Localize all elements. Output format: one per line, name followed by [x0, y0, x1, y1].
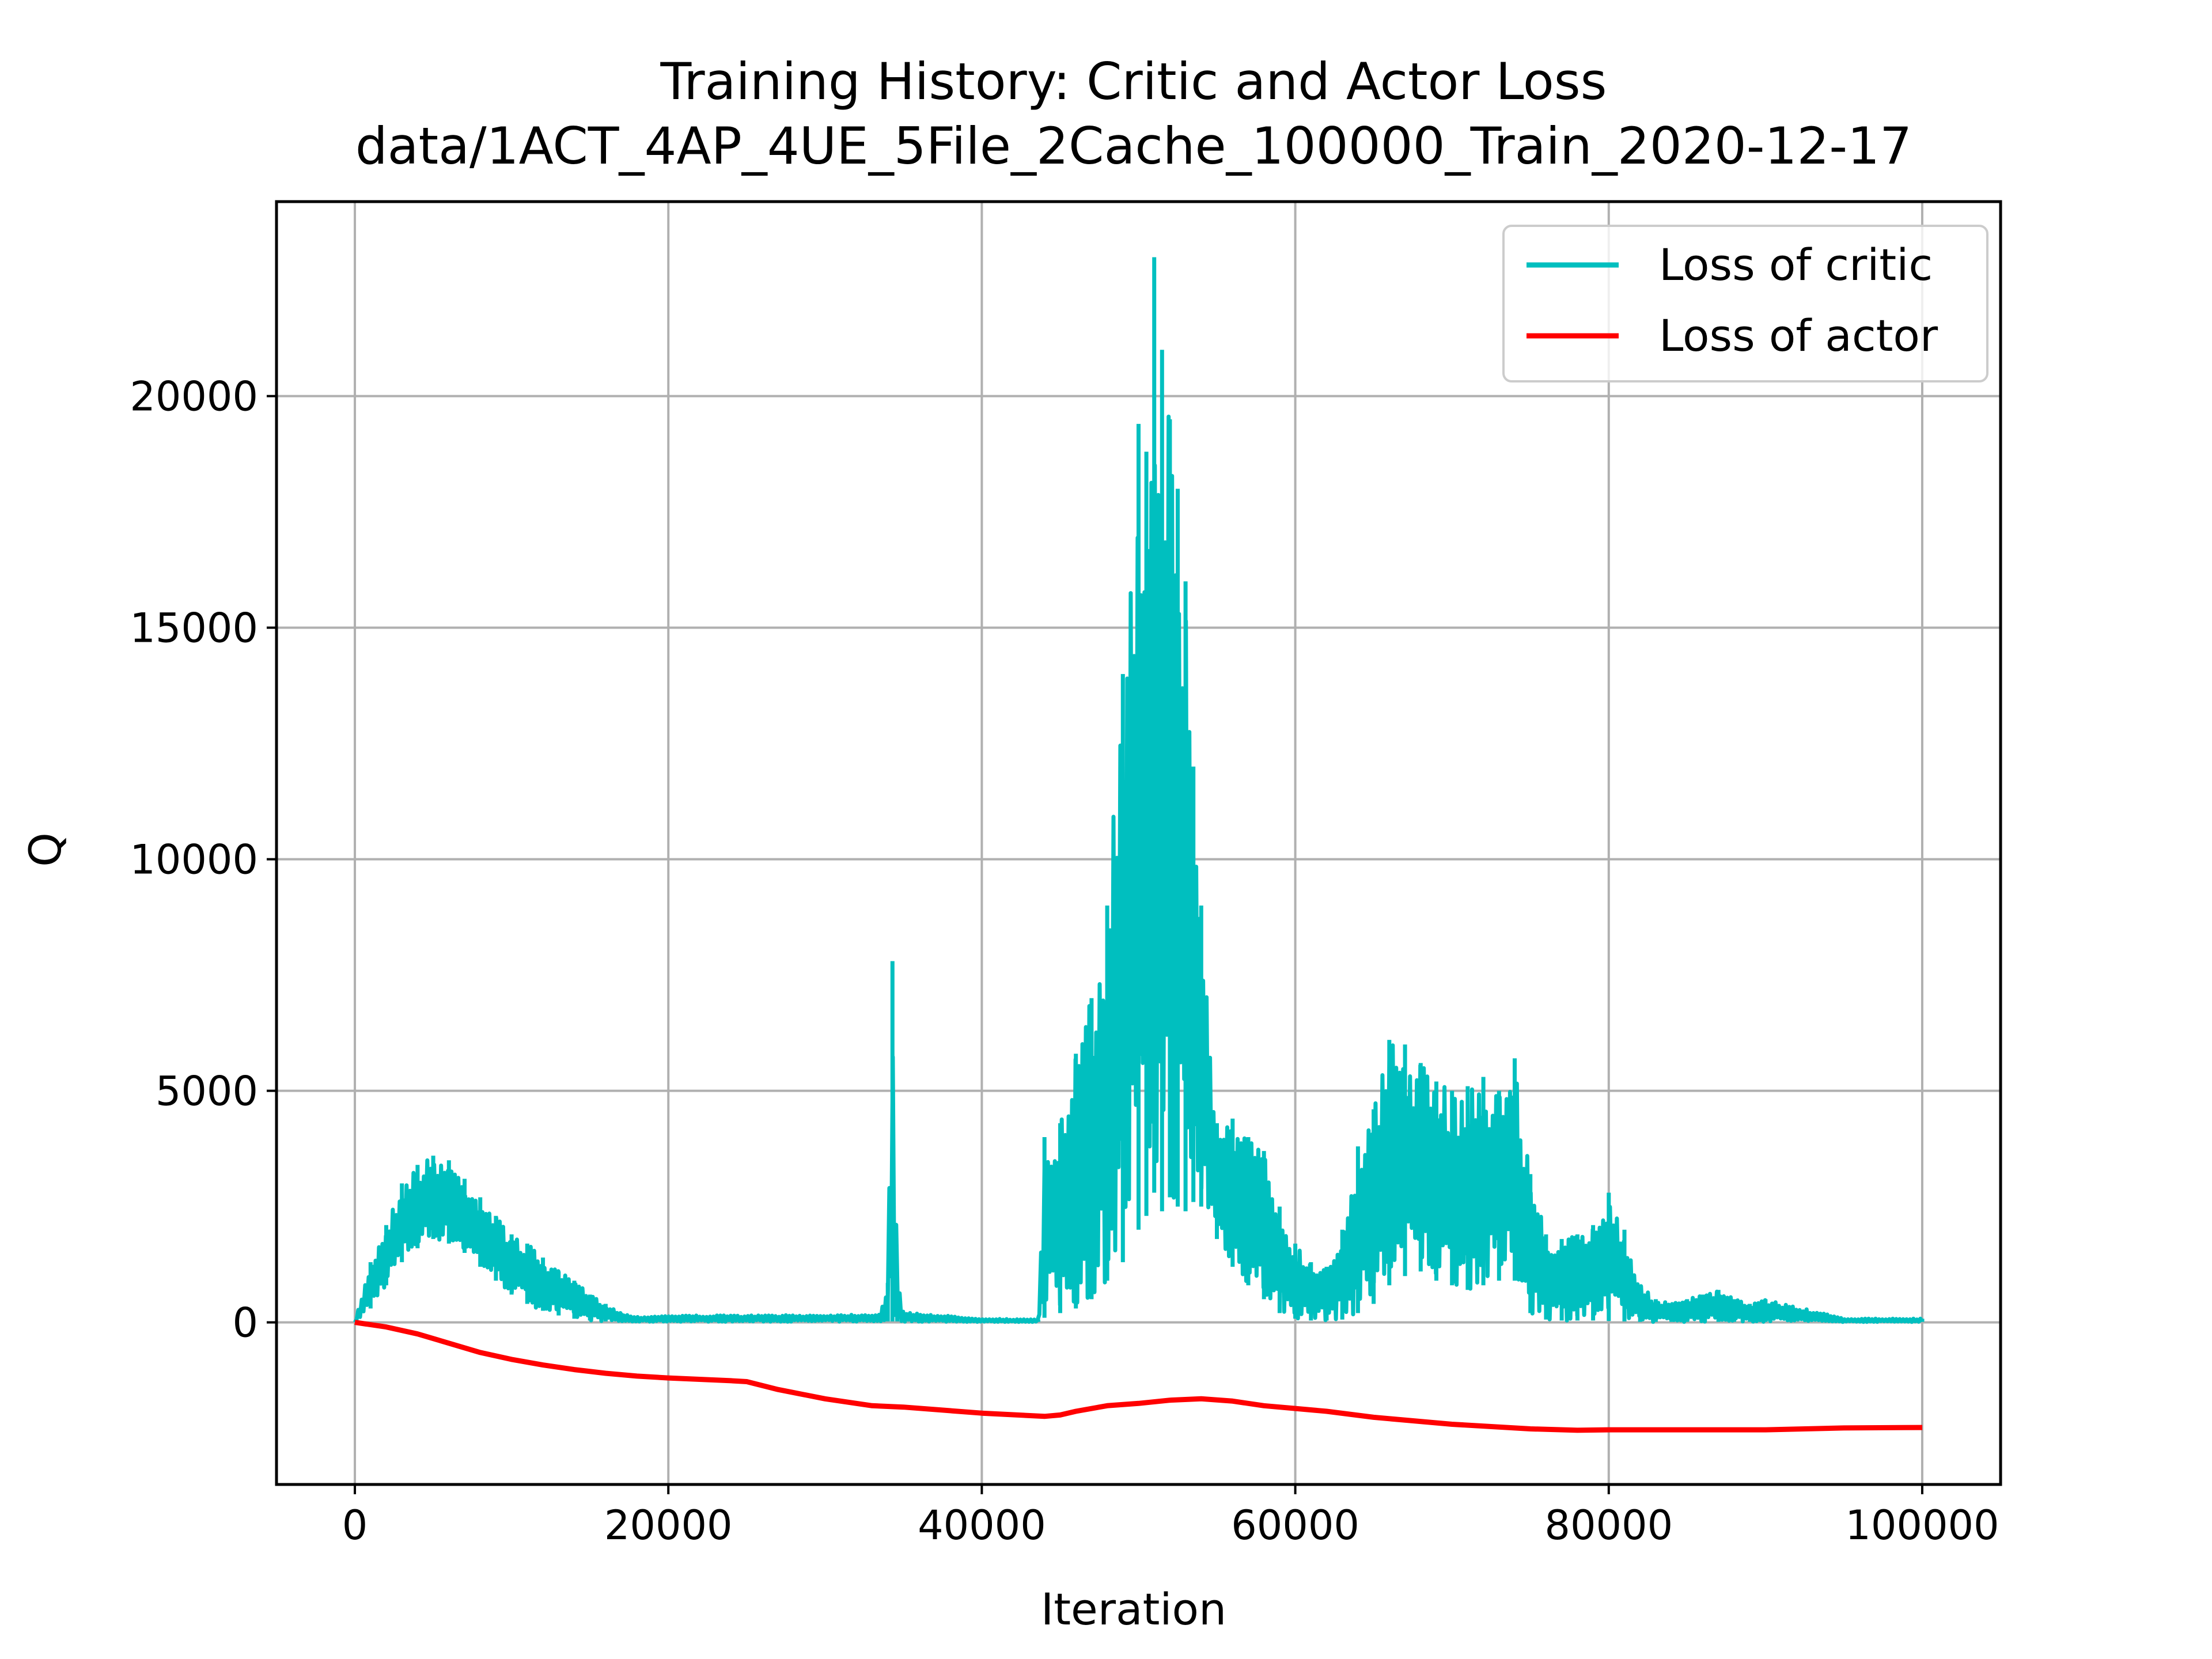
series-line-actor [354, 1320, 1923, 1433]
axes-frame [275, 200, 2002, 1486]
x-tick-label: 80000 [1544, 1502, 1673, 1549]
y-tick-label: 20000 [130, 373, 258, 421]
x-tick-label: 100000 [1845, 1502, 1999, 1549]
x-axis-label: Iteration [1041, 1584, 1226, 1635]
legend-box [1502, 225, 1988, 382]
legend: Loss of critic Loss of actor [1502, 225, 1988, 382]
y-tick-label: 15000 [130, 605, 258, 652]
series-line-critic [353, 257, 1925, 1324]
legend-label-actor: Loss of actor [1659, 310, 1938, 361]
x-axis: 0 20000 40000 60000 80000 100000 [342, 1484, 1999, 1549]
chart-title: Training History: Critic and Actor Loss [660, 52, 1607, 111]
x-tick-label: 0 [342, 1502, 368, 1549]
y-axis-label: Q [20, 832, 71, 867]
legend-label-critic: Loss of critic [1659, 239, 1933, 290]
plot-area [353, 257, 1925, 1433]
x-tick-label: 20000 [604, 1502, 733, 1549]
x-tick-label: 40000 [918, 1502, 1046, 1549]
y-tick-label: 5000 [156, 1068, 258, 1115]
x-tick-label: 60000 [1231, 1502, 1359, 1549]
y-axis: 0 5000 10000 15000 20000 [130, 373, 276, 1347]
y-tick-label: 10000 [130, 836, 258, 884]
chart-subtitle: data/1ACT_4AP_4UE_5File_2Cache_100000_Tr… [355, 116, 1912, 176]
y-tick-label: 0 [232, 1300, 258, 1347]
